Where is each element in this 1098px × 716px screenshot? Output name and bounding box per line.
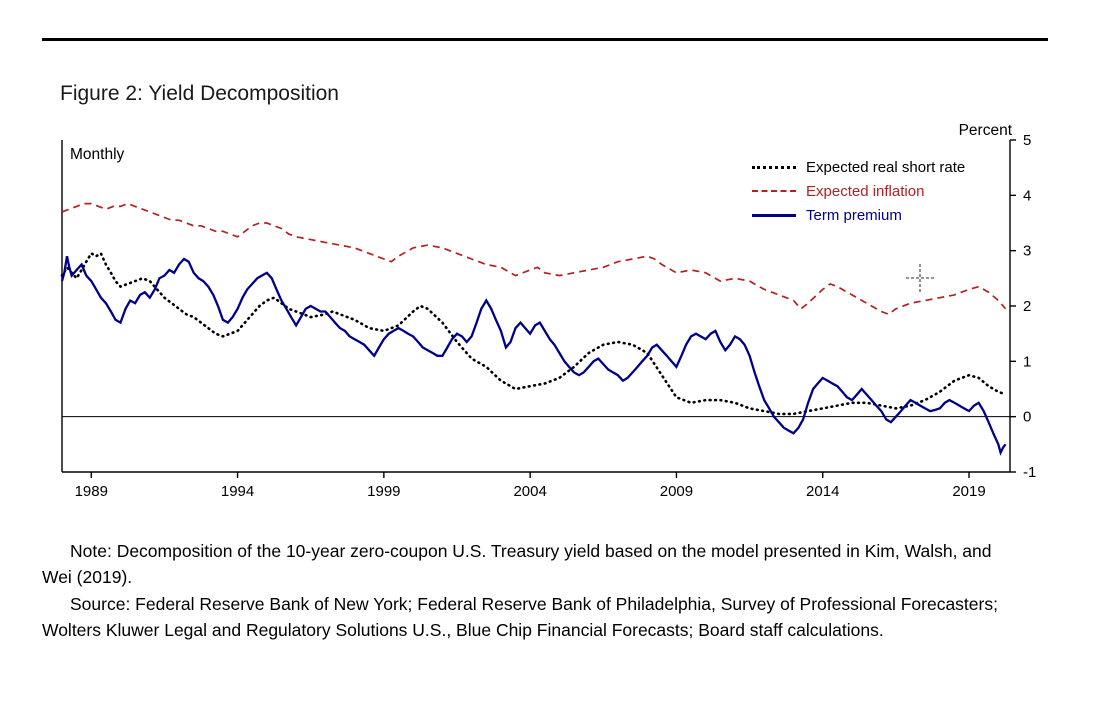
- x-tick-label: 2019: [952, 483, 985, 500]
- y-tick-label: -1: [1023, 464, 1036, 481]
- series-line-expected-inflation: [61, 202, 1007, 316]
- y-tick-label: 5: [1023, 132, 1031, 149]
- legend-item: Term premium: [752, 203, 965, 227]
- figure-title: Figure 2: Yield Decomposition: [60, 82, 339, 105]
- note-text: Note: Decomposition of the 10-year zero-…: [42, 541, 992, 588]
- legend-item: Expected real short rate: [752, 155, 965, 179]
- y-tick-label: 3: [1023, 243, 1031, 260]
- x-tick-label: 1994: [221, 483, 254, 500]
- x-tick-label: 2004: [513, 483, 546, 500]
- x-tick-label: 1999: [367, 483, 400, 500]
- frequency-annotation: Monthly: [70, 146, 125, 163]
- x-tick-label: 2014: [806, 483, 839, 500]
- legend-sample-solid-line: [752, 213, 796, 217]
- legend-sample-dashed-line: [752, 190, 796, 192]
- y-tick-label: 2: [1023, 298, 1031, 315]
- y-tick-label: 1: [1023, 353, 1031, 370]
- x-tick-label: 1989: [75, 483, 108, 500]
- x-tick-label: 2009: [660, 483, 693, 500]
- y-tick-label: 0: [1023, 409, 1031, 426]
- y-tick-label: 4: [1023, 187, 1031, 204]
- series-line-expected-real-short-rate: [60, 251, 1007, 416]
- top-divider-rule: [42, 38, 1048, 41]
- legend-item: Expected inflation: [752, 179, 965, 203]
- legend-label: Expected inflation: [806, 182, 925, 200]
- source-text: Source: Federal Reserve Bank of New York…: [42, 593, 998, 640]
- legend-sample-dotted-line: [752, 165, 796, 169]
- chart-legend: Expected real short rate Expected inflati…: [752, 155, 965, 227]
- legend-label: Term premium: [806, 206, 902, 224]
- crosshair-cursor-icon: [906, 264, 934, 292]
- figure-notes: Note: Decomposition of the 10-year zero-…: [42, 538, 1010, 643]
- y-axis-unit-label: Percent: [958, 122, 1012, 139]
- series-line-term-premium: [60, 255, 1007, 456]
- legend-label: Expected real short rate: [806, 158, 966, 176]
